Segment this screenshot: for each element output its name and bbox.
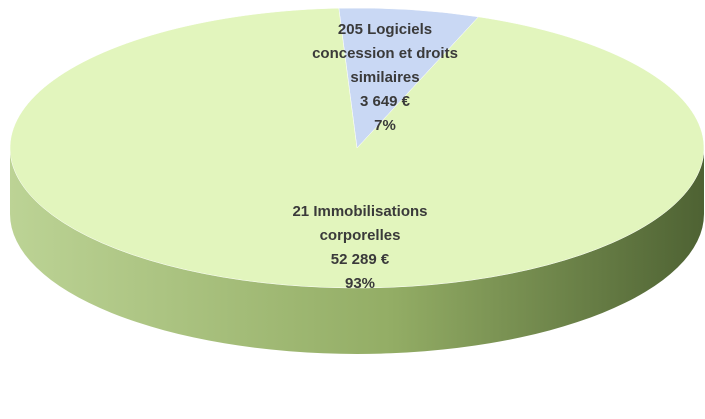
pie-slice [9, 7, 705, 289]
slice-name: 21 Immobilisations corporelles [292, 203, 428, 244]
pie-side [10, 148, 704, 354]
pie-slice [338, 7, 479, 149]
slice-value: 3 649 € [359, 93, 411, 110]
slice-percent: 93% [344, 275, 376, 292]
slice-value: 52 289 € [330, 251, 390, 268]
slice-name: 205 Logiciels concession et droits simil… [312, 21, 458, 86]
slice-label: 205 Logiciels concession et droits simil… [295, 18, 475, 138]
slice-percent: 7% [374, 117, 396, 134]
slice-label: 21 Immobilisations corporelles 52 289 € … [270, 200, 450, 296]
